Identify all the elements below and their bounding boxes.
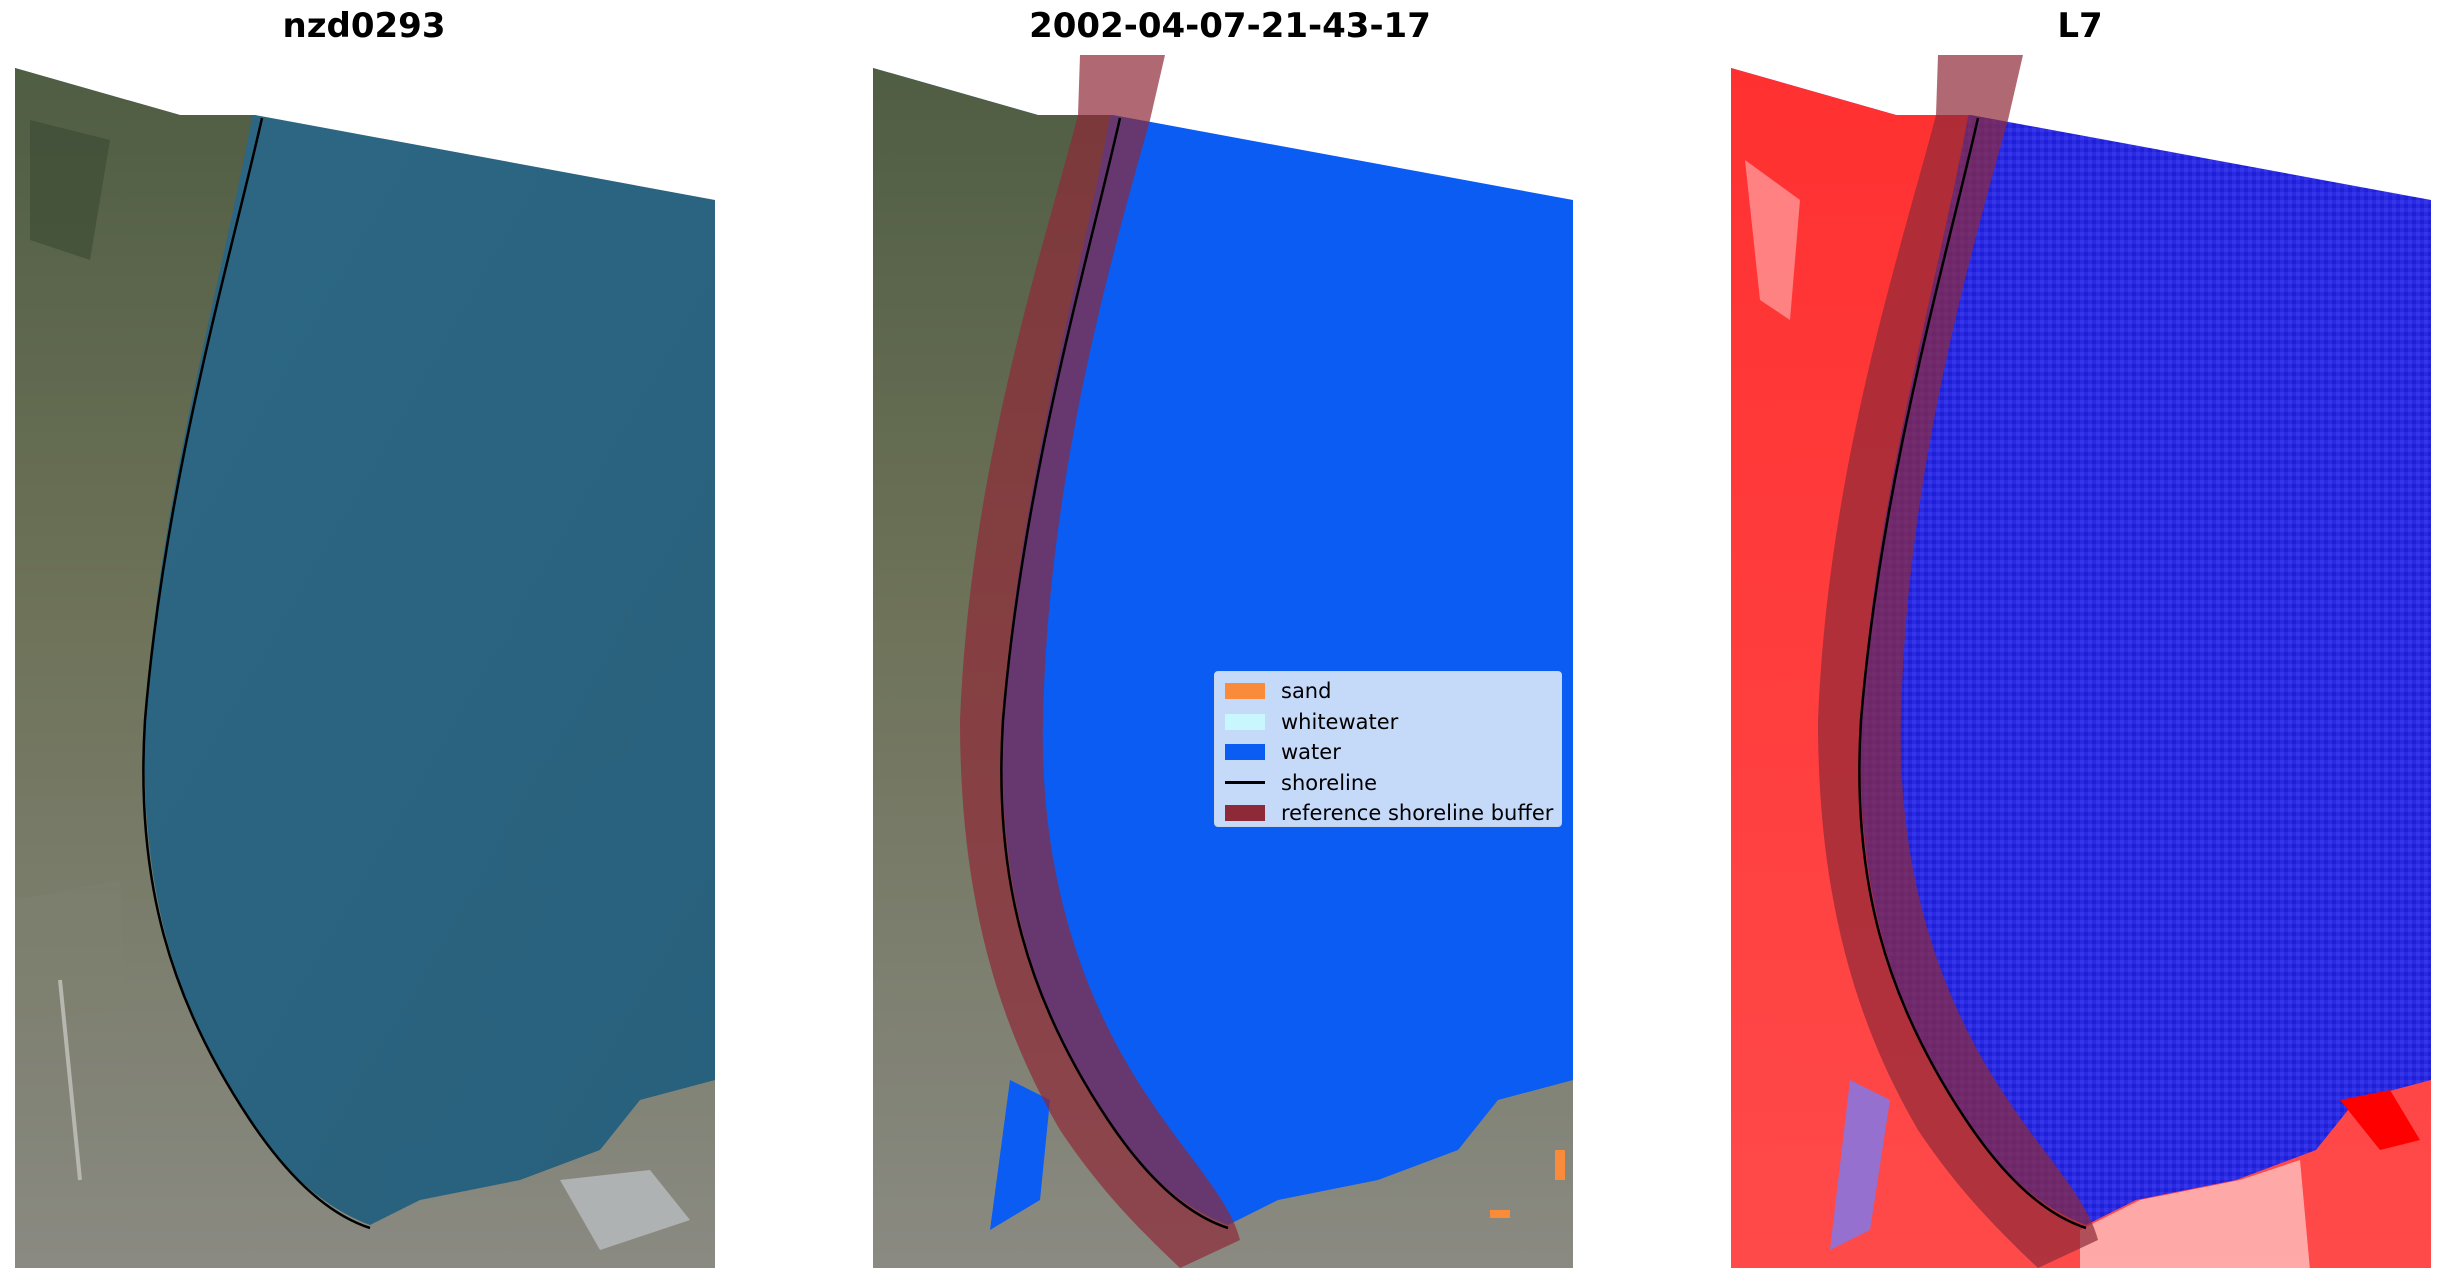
legend-label: reference shoreline buffer <box>1281 801 1554 826</box>
legend-swatch-water <box>1225 744 1265 761</box>
legend-item-whitewater: whitewater <box>1225 707 1551 738</box>
shoreline-rgb <box>142 117 371 1230</box>
legend-item-sand: sand <box>1225 676 1551 707</box>
shoreline-classified <box>1000 117 1229 1230</box>
legend-label: whitewater <box>1281 709 1399 734</box>
legend-label: shoreline <box>1281 770 1378 795</box>
shoreline-index <box>1858 117 2087 1230</box>
legend-swatch-whitewater <box>1225 713 1265 730</box>
panel-title-index: L7 <box>2057 6 2103 46</box>
legend: sand whitewater water shoreline referenc… <box>1214 671 1562 827</box>
legend-label: water <box>1281 740 1341 765</box>
panel-title-classified: 2002-04-07-21-43-17 <box>1029 6 1431 46</box>
legend-item-buffer: reference shoreline buffer <box>1225 798 1554 829</box>
land-area <box>15 68 715 1268</box>
legend-item-water: water <box>1225 737 1551 768</box>
legend-swatch-sand <box>1225 683 1265 700</box>
legend-swatch-buffer <box>1225 805 1265 822</box>
legend-line-shoreline <box>1225 781 1265 785</box>
legend-item-shoreline: shoreline <box>1225 768 1551 799</box>
rgb-image-panel <box>15 68 715 1268</box>
legend-label: sand <box>1281 679 1332 704</box>
panel-title-rgb: nzd0293 <box>282 6 446 46</box>
